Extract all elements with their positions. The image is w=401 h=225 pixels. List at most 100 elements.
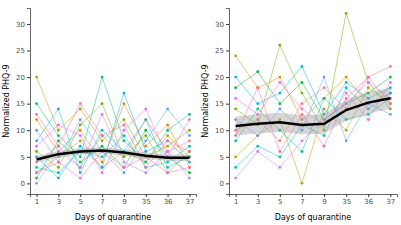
y-tick: 15: [16, 100, 30, 108]
subject-point: [57, 129, 60, 132]
subject-point: [188, 150, 191, 153]
x-axis-line: [31, 195, 197, 198]
subject-point: [79, 129, 82, 132]
subject-point: [79, 139, 82, 142]
y-tick: 10: [215, 127, 229, 135]
subject-point: [35, 113, 38, 116]
subject-point: [166, 171, 169, 174]
subject-point: [234, 54, 237, 57]
y-tick-mark: [27, 51, 30, 52]
subject-point: [35, 150, 38, 153]
subject-point: [144, 134, 147, 137]
x-axis-title: Days of quarantine: [275, 213, 352, 222]
y-tick-label: 20: [16, 74, 25, 82]
subject-line: [236, 66, 391, 140]
subject-point: [278, 139, 281, 142]
x-tick-mark: [390, 194, 391, 197]
x-tick-mark: [37, 194, 38, 197]
x-tick: 35: [342, 194, 351, 206]
subject-point: [101, 102, 104, 105]
chart-root: 0 5 10 15 20 25 30 1 35 7 9 35 36 37 Days of quarantin…: [0, 0, 401, 225]
y-tick-mark: [226, 183, 229, 184]
subject-point: [144, 161, 147, 164]
y-tick: 20: [16, 74, 30, 82]
y-tick-label: 10: [16, 127, 25, 135]
subject-point: [234, 177, 237, 180]
subject-point: [367, 86, 370, 89]
subject-point: [345, 12, 348, 15]
subject-line: [236, 77, 391, 141]
x-tick-label: 37: [386, 198, 395, 206]
subject-point: [301, 92, 304, 95]
x-tick: 1: [35, 194, 39, 206]
subject-point: [57, 177, 60, 180]
y-tick-label: 0: [21, 180, 25, 188]
subject-point: [234, 97, 237, 100]
subject-point: [323, 97, 326, 100]
x-tick-mark: [168, 194, 169, 197]
x-tick: 9: [122, 194, 126, 206]
subject-point: [278, 150, 281, 153]
subject-line: [236, 77, 391, 151]
y-axis-line: [27, 9, 31, 195]
subject-point: [188, 161, 191, 164]
subject-point: [367, 81, 370, 84]
subject-point: [389, 113, 392, 116]
subject-line: [37, 77, 190, 157]
x-tick-mark: [80, 194, 81, 197]
y-tick-mark: [226, 104, 229, 105]
subject-line: [236, 82, 391, 178]
subject-line: [37, 104, 190, 168]
subject-point: [35, 182, 38, 185]
subject-point: [123, 166, 126, 169]
subject-point: [301, 108, 304, 111]
subject-point: [345, 129, 348, 132]
subject-point: [101, 145, 104, 148]
subject-point: [345, 76, 348, 79]
y-tick: 25: [215, 47, 229, 55]
subject-point: [35, 171, 38, 174]
panel: 05101520253013579353637Days of quarantin…: [201, 9, 398, 223]
x-tick-label: 37: [185, 198, 194, 206]
subject-point: [389, 81, 392, 84]
subject-point: [256, 134, 259, 137]
subject-point: [234, 108, 237, 111]
subject-point: [79, 177, 82, 180]
y-tick: 5: [21, 154, 30, 162]
mean-line: [37, 150, 190, 159]
y-axis: 051015202530: [16, 9, 30, 195]
x-tick-mark: [236, 194, 237, 197]
x-tick-label: 7: [100, 198, 104, 206]
subject-point: [323, 86, 326, 89]
x-tick-mark: [189, 194, 190, 197]
subject-point: [144, 171, 147, 174]
subject-point: [301, 65, 304, 68]
x-tick: 1: [234, 194, 238, 206]
subject-point: [166, 145, 169, 148]
subject-point: [188, 177, 191, 180]
subject-point: [144, 118, 147, 121]
subject-point: [79, 118, 82, 121]
confidence-band: [37, 147, 190, 162]
y-tick: 20: [215, 74, 229, 82]
subject-point: [278, 108, 281, 111]
subject-point: [35, 102, 38, 105]
y-axis-title: Normalized PHQ-9: [2, 64, 11, 137]
subject-point: [345, 86, 348, 89]
subject-point: [35, 177, 38, 180]
subject-point: [123, 118, 126, 121]
y-tick-label: 30: [215, 21, 224, 29]
x-tick: 37: [386, 194, 395, 206]
x-tick-label: 3: [57, 198, 61, 206]
subject-point: [79, 171, 82, 174]
y-tick: 10: [16, 127, 30, 135]
y-tick-mark: [27, 24, 30, 25]
x-tick-label: 36: [364, 198, 373, 206]
x-tick-mark: [58, 194, 59, 197]
subject-point: [144, 145, 147, 148]
subject-point: [57, 161, 60, 164]
subject-point: [301, 102, 304, 105]
x-tick-label: 35: [142, 198, 151, 206]
subject-point: [278, 166, 281, 169]
subject-point: [323, 145, 326, 148]
